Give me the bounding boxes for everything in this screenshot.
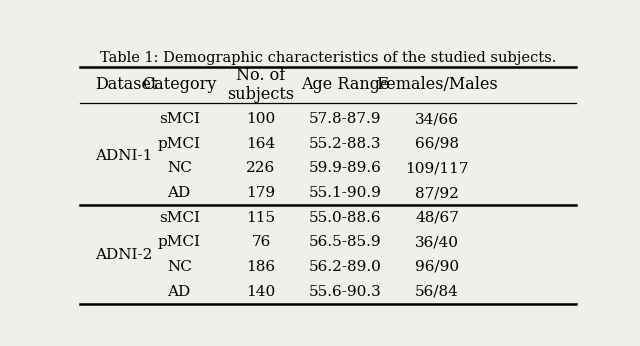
Text: 76: 76 [252, 235, 271, 249]
Text: Dataset: Dataset [95, 76, 157, 93]
Text: No. of
subjects: No. of subjects [227, 66, 294, 103]
Text: AD: AD [168, 285, 191, 299]
Text: 57.8-87.9: 57.8-87.9 [309, 112, 381, 126]
Text: 100: 100 [246, 112, 276, 126]
Text: 56/84: 56/84 [415, 285, 459, 299]
Text: 56.5-85.9: 56.5-85.9 [309, 235, 381, 249]
Text: 109/117: 109/117 [405, 161, 469, 175]
Text: 56.2-89.0: 56.2-89.0 [309, 260, 382, 274]
Text: 55.1-90.9: 55.1-90.9 [309, 186, 382, 200]
Text: 59.9-89.6: 59.9-89.6 [309, 161, 382, 175]
Text: sMCI: sMCI [159, 211, 200, 225]
Text: 55.2-88.3: 55.2-88.3 [309, 137, 381, 151]
Text: 87/92: 87/92 [415, 186, 459, 200]
Text: NC: NC [167, 161, 191, 175]
Text: 186: 186 [246, 260, 276, 274]
Text: ADNI-2: ADNI-2 [95, 248, 152, 262]
Text: Age Range: Age Range [301, 76, 390, 93]
Text: Table 1: Demographic characteristics of the studied subjects.: Table 1: Demographic characteristics of … [100, 51, 556, 65]
Text: 115: 115 [246, 211, 276, 225]
Text: 66/98: 66/98 [415, 137, 459, 151]
Text: Category: Category [142, 76, 216, 93]
Text: 164: 164 [246, 137, 276, 151]
Text: pMCI: pMCI [157, 235, 201, 249]
Text: 55.0-88.6: 55.0-88.6 [309, 211, 381, 225]
Text: AD: AD [168, 186, 191, 200]
Text: 36/40: 36/40 [415, 235, 459, 249]
Text: 96/90: 96/90 [415, 260, 459, 274]
Text: Females/Males: Females/Males [376, 76, 498, 93]
Text: 48/67: 48/67 [415, 211, 459, 225]
Text: ADNI-1: ADNI-1 [95, 149, 152, 163]
Text: 226: 226 [246, 161, 276, 175]
Text: NC: NC [167, 260, 191, 274]
Text: 34/66: 34/66 [415, 112, 459, 126]
Text: sMCI: sMCI [159, 112, 200, 126]
Text: pMCI: pMCI [157, 137, 201, 151]
Text: 179: 179 [246, 186, 276, 200]
Text: 140: 140 [246, 285, 276, 299]
Text: 55.6-90.3: 55.6-90.3 [309, 285, 381, 299]
